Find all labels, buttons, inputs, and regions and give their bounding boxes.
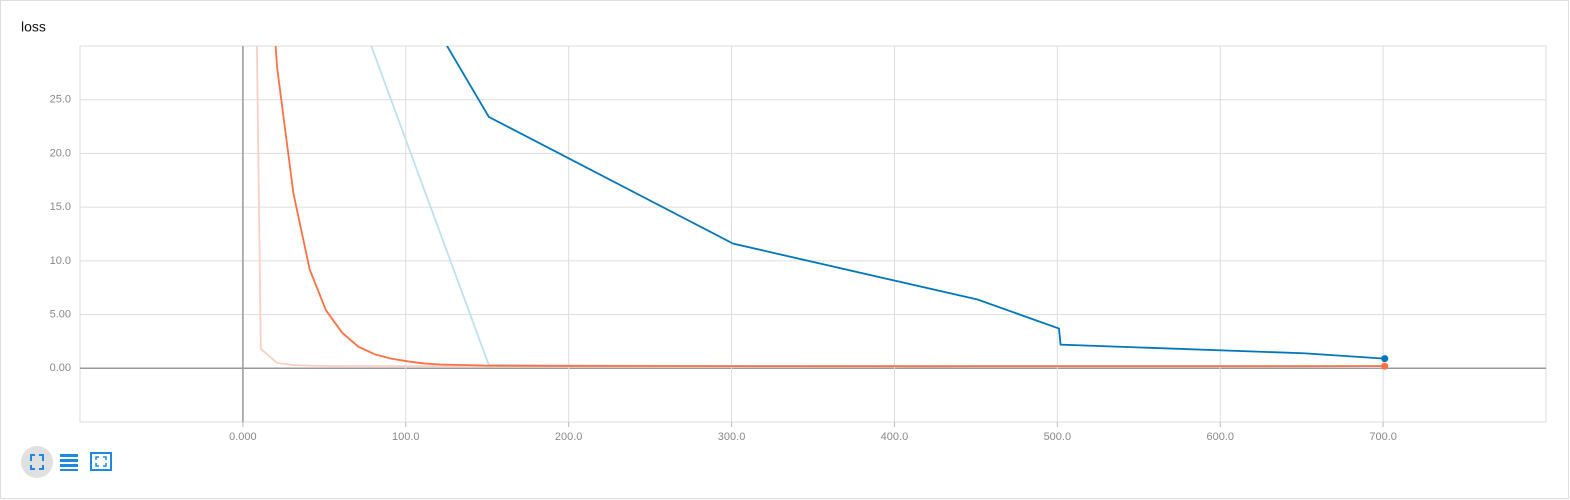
x-tick-label: 0.000	[229, 431, 257, 443]
log-toggle[interactable]	[60, 454, 78, 471]
last-point	[1381, 355, 1389, 363]
x-tick-label: 400.0	[881, 431, 909, 443]
zoom-button[interactable]	[90, 452, 112, 471]
x-tick-label: 600.0	[1206, 431, 1234, 443]
last-point	[1381, 362, 1389, 370]
x-tick-label: 700.0	[1369, 431, 1397, 443]
series-line	[274, 46, 1385, 368]
fit-icon	[30, 454, 44, 470]
x-tick-label: 300.0	[718, 431, 746, 443]
x-tick-label: 100.0	[392, 431, 420, 443]
zoom-icon	[95, 456, 107, 467]
y-tick-label: 15.0	[50, 201, 71, 213]
y-tick-label: 20.0	[50, 147, 71, 159]
y-tick-label: 10.0	[50, 255, 71, 267]
y-tick-label: 0.00	[50, 362, 71, 374]
y-tick-label: 5.00	[50, 308, 71, 320]
series-line	[446, 46, 1385, 360]
y-tick-label: 25.0	[50, 94, 71, 106]
chart-title: loss	[21, 19, 46, 35]
fit-button[interactable]	[21, 446, 53, 478]
toolbar	[21, 446, 112, 478]
x-tick-label: 200.0	[555, 431, 583, 443]
plot-frame	[79, 45, 1547, 423]
x-tick-label: 500.0	[1044, 431, 1072, 443]
